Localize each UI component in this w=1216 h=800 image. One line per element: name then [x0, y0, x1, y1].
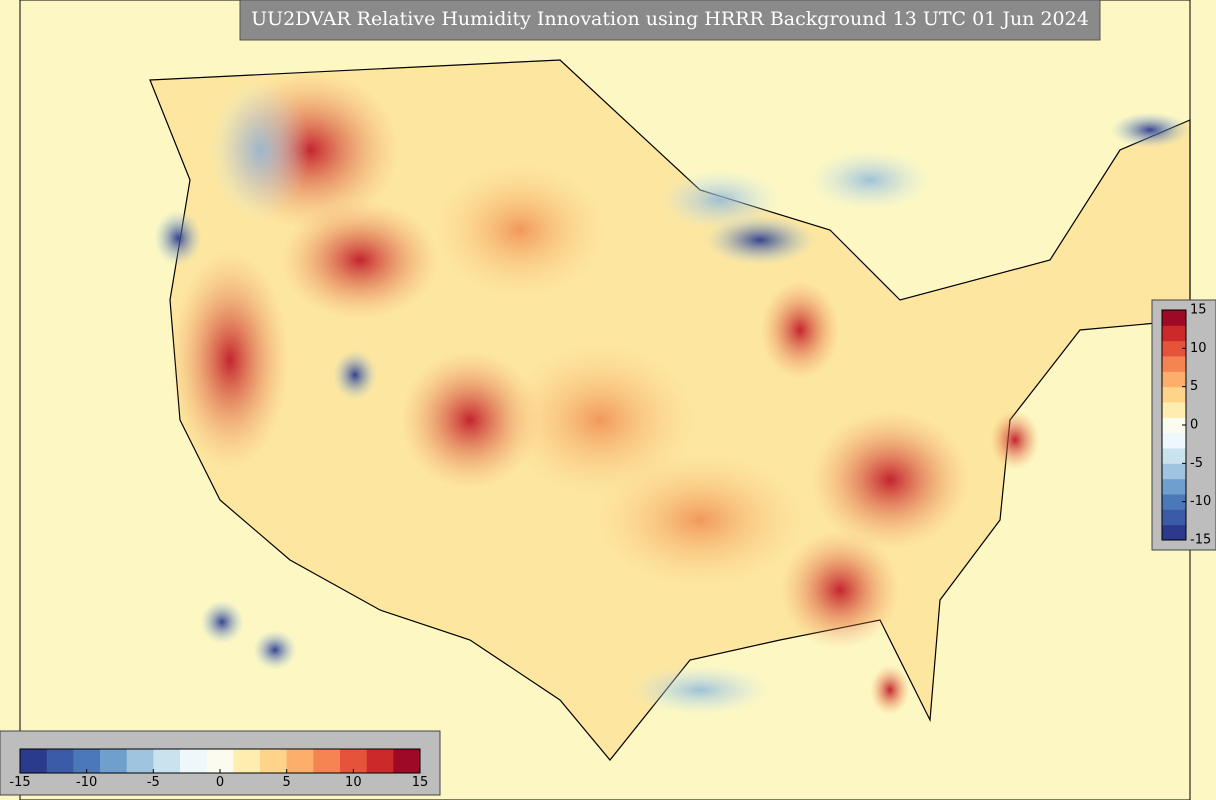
color-step	[313, 749, 341, 773]
tick-label: -15	[9, 775, 30, 790]
tick-label: 0	[1190, 418, 1198, 433]
blob	[630, 665, 770, 715]
field-blobs	[154, 70, 1190, 715]
color-step	[1162, 402, 1186, 418]
color-step	[366, 749, 394, 773]
color-step	[1162, 448, 1186, 464]
tick-label: 10	[345, 775, 362, 790]
vertical-colorbar: -15 -10 -5 0 5 10 15	[1161, 303, 1211, 548]
blob	[210, 80, 310, 220]
tick-label: 5	[1190, 379, 1198, 394]
color-step	[393, 749, 421, 773]
color-step	[1162, 478, 1186, 495]
color-step	[1162, 310, 1186, 326]
tick-label: 10	[1190, 341, 1207, 356]
color-step	[1162, 340, 1186, 357]
blob	[253, 630, 297, 670]
color-step	[20, 749, 48, 773]
blob	[1110, 112, 1190, 148]
blob	[170, 250, 290, 470]
title: UU2DVAR Relative Humidity Innovation usi…	[251, 8, 1089, 30]
color-step	[126, 749, 154, 773]
tick-label: 15	[1190, 303, 1207, 318]
blob	[660, 170, 780, 230]
tick-label: -5	[147, 775, 160, 790]
color-step	[180, 749, 208, 773]
color-step	[46, 749, 74, 773]
tick-label: -10	[1190, 494, 1211, 509]
title-box	[239, 0, 1101, 41]
color-step	[286, 749, 314, 773]
tick-label: 0	[216, 775, 224, 790]
blob	[333, 350, 377, 400]
color-step	[1162, 509, 1186, 526]
color-step	[1162, 494, 1186, 510]
blob	[990, 410, 1040, 470]
blob	[590, 450, 810, 590]
blob	[154, 210, 202, 266]
color-step	[1162, 386, 1186, 403]
color-step	[1162, 463, 1186, 480]
blob	[810, 150, 930, 210]
blob	[810, 410, 970, 550]
tick-label: -5	[1190, 456, 1203, 471]
tick-label: 15	[412, 775, 429, 790]
color-step	[260, 749, 288, 773]
blob	[870, 665, 910, 715]
color-step	[153, 749, 181, 773]
blob	[430, 160, 610, 300]
blob	[780, 530, 900, 650]
horizontal-colorbar: -15 -10 -5 0 5 10 15	[9, 748, 429, 790]
color-step	[1162, 432, 1186, 449]
color-step	[233, 749, 261, 773]
tick-label: -15	[1190, 533, 1211, 548]
color-step	[1162, 524, 1186, 541]
blob	[400, 350, 540, 490]
color-step	[1162, 371, 1186, 388]
blob	[200, 600, 244, 644]
blob	[280, 200, 440, 320]
color-step	[1162, 325, 1186, 342]
tick-label: -10	[76, 775, 97, 790]
color-step	[1162, 417, 1186, 434]
color-step	[1162, 356, 1186, 372]
blob	[760, 280, 840, 380]
color-step	[100, 749, 128, 773]
tick-label: 5	[283, 775, 291, 790]
